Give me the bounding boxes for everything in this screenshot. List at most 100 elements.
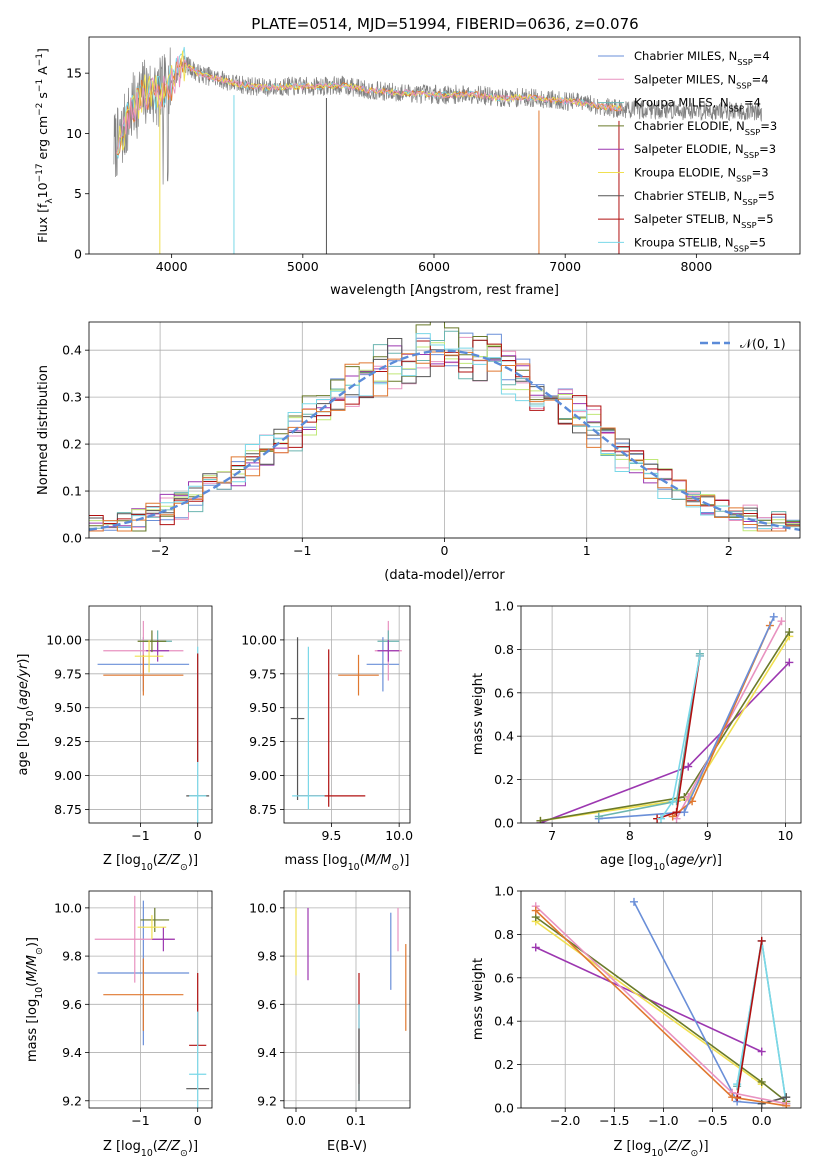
x-tick-label: −2 — [151, 543, 169, 558]
weight-marker — [777, 617, 786, 626]
y-tick-label: 1.0 — [494, 884, 514, 899]
error-cross — [134, 639, 164, 673]
error-cross — [146, 639, 170, 662]
error-cross — [366, 637, 400, 692]
x-tick-label: 9 — [704, 828, 712, 843]
weight-marker — [785, 658, 794, 667]
x-tick-label: 8000 — [680, 259, 712, 274]
y-tick-label: 10.0 — [54, 900, 82, 915]
plot-area — [295, 907, 407, 1101]
error-cross — [103, 958, 184, 1031]
y-tick-label: 0.2 — [494, 1057, 514, 1072]
legend-entry: Kroupa MILES, NSSP=4 — [634, 96, 761, 114]
model-spectrum — [116, 56, 623, 154]
x-tick-label: 1 — [583, 543, 591, 558]
figure-title: PLATE=0514, MJD=51994, FIBERID=0636, z=0… — [251, 15, 638, 33]
y-tick-label: 9.2 — [257, 1093, 277, 1108]
x-tick-label: 0 — [441, 543, 449, 558]
weight-marker — [757, 1047, 766, 1056]
weight-line — [656, 655, 701, 820]
x-tick-label: 0.0 — [752, 1113, 772, 1128]
chart-residuals: −2 −1 0 1 2 0.0 0.1 0.2 0.3 0.4 𝒩(0, 1) (data-model… — [36, 321, 801, 583]
y-axis-label: Flux [fλ10−17 erg cm−2 s−1 A−1] — [35, 48, 55, 243]
plot-area — [97, 620, 210, 823]
weight-marker — [629, 897, 638, 906]
y-tick-label: 1.0 — [494, 599, 514, 614]
y-tick-label: 0.0 — [494, 1101, 514, 1116]
weight-series — [657, 651, 704, 823]
x-tick-label: −1 — [293, 543, 311, 558]
weight-marker — [757, 1077, 766, 1086]
x-tick-label: −1 — [131, 828, 149, 843]
y-tick-label: 10.0 — [249, 900, 277, 915]
weight-marker — [728, 1093, 737, 1102]
y-tick-label: 10 — [66, 126, 82, 141]
error-cross — [137, 915, 167, 940]
axes-frame — [520, 605, 802, 824]
x-tick-label: −2.0 — [550, 1113, 580, 1128]
x-axis-label: Z [log10(Z/Z⊙)] — [103, 1139, 198, 1159]
chart-spectrum: 4000 5000 6000 7000 8000 0 5 10 15 Chabrier MILES… — [35, 36, 801, 298]
y-axis-label: Normed distribution — [36, 365, 51, 495]
axes-frame — [88, 321, 801, 539]
y-tick-label: 9.25 — [249, 734, 277, 749]
weight-series — [629, 897, 766, 1108]
axes-frame — [283, 890, 411, 1109]
plot-area — [89, 322, 800, 532]
y-tick-label: 5 — [74, 186, 82, 201]
error-cross — [290, 637, 305, 800]
weight-marker — [769, 612, 778, 621]
weight-marker — [672, 808, 681, 817]
x-tick-label: 2 — [725, 543, 733, 558]
y-tick-label: 0.4 — [494, 1014, 514, 1029]
y-tick-label: 15 — [66, 66, 82, 81]
x-tick-label: 0 — [194, 1113, 202, 1128]
residual-histogram — [89, 333, 800, 532]
axes-frame — [88, 36, 801, 255]
error-cross — [137, 630, 167, 653]
legend-entry: Salpeter MILES, NSSP=4 — [634, 72, 769, 90]
chart-age-vs-mass: 9.5 10.0 8.75 9.00 9.25 9.50 9.75 10.00 mass [lo… — [241, 605, 413, 873]
error-cross — [140, 907, 170, 932]
x-tick-label: 10.0 — [385, 828, 413, 843]
chart-mass-vs-EBV: 0.0 0.1 9.2 9.4 9.6 9.8 10.0 E(B-V) — [249, 890, 411, 1154]
y-tick-label: 0.1 — [62, 484, 82, 499]
y-tick-label: 9.00 — [249, 768, 277, 783]
weight-series — [733, 936, 766, 1102]
weight-marker — [668, 797, 677, 806]
plot-area — [536, 612, 794, 823]
y-tick-label: 9.4 — [62, 1045, 82, 1060]
error-cross — [377, 639, 400, 662]
x-tick-label: −1 — [131, 1113, 149, 1128]
x-axis-label: E(B-V) — [327, 1139, 367, 1154]
error-cross — [103, 654, 184, 696]
axes-frame — [88, 605, 213, 824]
y-axis-label: mass weight — [471, 673, 486, 755]
plot-area — [290, 620, 402, 810]
x-tick-label: 7 — [548, 828, 556, 843]
x-tick-label: 6000 — [418, 259, 450, 274]
axes-frame — [283, 605, 411, 824]
chart-age-vs-Z: −1 0 8.75 9.00 9.25 9.50 9.75 10.00 Z [log10(Z/Z… — [16, 605, 213, 873]
plot-area — [531, 897, 791, 1108]
y-tick-label: 8.75 — [249, 802, 277, 817]
x-axis-label: (data-model)/error — [384, 568, 505, 583]
weight-marker — [757, 936, 766, 945]
weight-marker — [680, 808, 689, 817]
y-tick-label: 0.4 — [62, 343, 82, 358]
weight-marker — [594, 812, 603, 821]
legend-entry: Salpeter ELODIE, NSSP=3 — [634, 142, 776, 160]
axis-label: age [log10(age/yr)] — [16, 653, 36, 775]
legend-entry: Chabrier STELIB, NSSP=5 — [634, 189, 775, 207]
weight-marker — [782, 1101, 791, 1108]
y-tick-label: 9.00 — [54, 768, 82, 783]
gaussian-legend-label: 𝒩(0, 1) — [740, 336, 786, 351]
x-tick-label: −0.5 — [697, 1113, 727, 1128]
y-tick-label: 9.8 — [257, 949, 277, 964]
y-axis-label: mass weight — [471, 958, 486, 1040]
weight-marker — [531, 943, 540, 952]
y-tick-label: 9.8 — [62, 949, 82, 964]
weight-line — [535, 920, 763, 1085]
weight-line — [598, 616, 775, 820]
